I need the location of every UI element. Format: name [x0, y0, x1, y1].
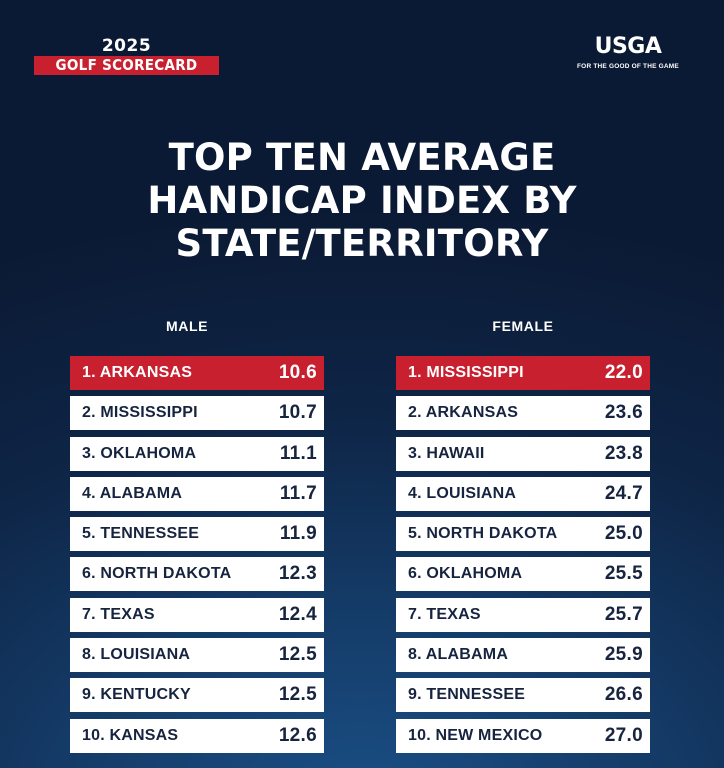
usga-tagline: FOR THE GOOD OF THE GAME	[577, 63, 679, 70]
state-name: 3. OKLAHOMA	[82, 444, 197, 462]
handicap-value: 24.7	[604, 482, 643, 504]
handicap-value: 11.9	[279, 523, 317, 545]
state-name: 5. NORTH DAKOTA	[408, 525, 558, 543]
female-rank-row: 10. NEW MEXICO 27.0	[396, 718, 650, 753]
female-heading: FEMALE	[492, 318, 554, 334]
year-label: 2025	[101, 36, 152, 56]
female-rank-row: 3. HAWAII 23.8	[396, 436, 650, 471]
male-rank-row: 5. TENNESSEE 11.9	[70, 517, 324, 552]
state-name: 10. NEW MEXICO	[408, 726, 543, 744]
handicap-value: 23.8	[604, 442, 643, 464]
golf-scorecard-label: GOLF SCORECARD	[34, 56, 219, 75]
male-column: MALE 1. ARKANSAS 10.6 2. MISSISSIPPI 10.7 3.…	[70, 318, 324, 759]
male-rank-row: 7. TEXAS 12.4	[70, 597, 324, 632]
male-rank-row: 2. MISSISSIPPI 10.7	[70, 396, 324, 431]
state-name: 8. ALABAMA	[408, 646, 509, 664]
female-rank-row: 6. OKLAHOMA 25.5	[396, 557, 650, 592]
female-rank-row: 9. TENNESSEE 26.6	[396, 678, 650, 713]
state-name: 8. LOUISIANA	[82, 646, 191, 664]
female-rank-row: 1. MISSISSIPPI 22.0	[396, 356, 650, 390]
state-name: 1. ARKANSAS	[82, 364, 193, 381]
handicap-value: 12.5	[278, 644, 317, 666]
female-rank-row: 4. LOUISIANA 24.7	[396, 476, 650, 511]
handicap-value: 27.0	[604, 724, 643, 746]
female-column: FEMALE 1. MISSISSIPPI 22.0 2. ARKANSAS 23.6…	[396, 318, 650, 759]
state-name: 6. OKLAHOMA	[408, 565, 523, 583]
male-rank-row: 3. OKLAHOMA 11.1	[70, 436, 324, 471]
state-name: 5. TENNESSEE	[82, 525, 200, 543]
handicap-value: 12.4	[278, 603, 317, 625]
state-name: 10. KANSAS	[82, 726, 179, 744]
page-title: TOP TEN AVERAGE HANDICAP INDEX BY STATE/…	[0, 136, 724, 265]
male-rank-row: 4. ALABAMA 11.7	[70, 476, 324, 511]
handicap-value: 25.7	[604, 603, 643, 625]
male-rank-row: 6. NORTH DAKOTA 12.3	[70, 557, 324, 592]
handicap-value: 11.7	[279, 482, 317, 504]
handicap-value: 12.5	[278, 684, 317, 706]
state-name: 2. ARKANSAS	[408, 404, 519, 422]
state-name: 9. KENTUCKY	[82, 686, 191, 704]
male-rank-row: 8. LOUISIANA 12.5	[70, 638, 324, 673]
male-rank-row: 1. ARKANSAS 10.6	[70, 356, 324, 390]
female-list: 1. MISSISSIPPI 22.0 2. ARKANSAS 23.6 3. HAWA…	[396, 356, 650, 753]
state-name: 7. TEXAS	[82, 605, 155, 623]
female-rank-row: 8. ALABAMA 25.9	[396, 638, 650, 673]
handicap-value: 11.1	[279, 442, 317, 464]
female-rank-row: 2. ARKANSAS 23.6	[396, 396, 650, 431]
scorecard-badge: 2025 GOLF SCORECARD	[34, 36, 219, 75]
title-line-2: HANDICAP INDEX BY	[147, 179, 577, 222]
state-name: 4. LOUISIANA	[408, 484, 517, 502]
state-name: 2. MISSISSIPPI	[82, 404, 198, 422]
handicap-value: 25.9	[604, 644, 643, 666]
handicap-value: 22.0	[604, 362, 643, 383]
male-list: 1. ARKANSAS 10.6 2. MISSISSIPPI 10.7 3. OKLA…	[70, 356, 324, 753]
handicap-value: 12.3	[278, 563, 317, 585]
handicap-value: 23.6	[604, 402, 643, 424]
state-name: 4. ALABAMA	[82, 484, 183, 502]
title-line-3: STATE/TERRITORY	[175, 222, 549, 265]
male-rank-row: 10. KANSAS 12.6	[70, 718, 324, 753]
handicap-value: 10.7	[278, 402, 317, 424]
state-name: 1. MISSISSIPPI	[408, 364, 524, 381]
state-name: 6. NORTH DAKOTA	[82, 565, 232, 583]
state-name: 9. TENNESSEE	[408, 686, 526, 704]
handicap-value: 12.6	[278, 724, 317, 746]
usga-logo: USGA FOR THE GOOD OF THE GAME	[568, 34, 688, 70]
handicap-value: 26.6	[604, 684, 643, 706]
male-heading: MALE	[165, 318, 209, 334]
handicap-value: 25.0	[604, 523, 643, 545]
handicap-value: 25.5	[604, 563, 643, 585]
female-rank-row: 7. TEXAS 25.7	[396, 597, 650, 632]
male-rank-row: 9. KENTUCKY 12.5	[70, 678, 324, 713]
title-line-1: TOP TEN AVERAGE	[168, 136, 556, 179]
state-name: 3. HAWAII	[408, 444, 485, 462]
female-rank-row: 5. NORTH DAKOTA 25.0	[396, 517, 650, 552]
state-name: 7. TEXAS	[408, 605, 481, 623]
handicap-value: 10.6	[278, 362, 317, 383]
usga-wordmark: USGA	[594, 34, 662, 59]
